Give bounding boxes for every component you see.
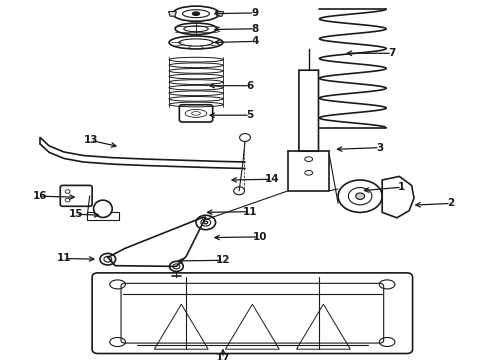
Text: 11: 11 bbox=[56, 253, 71, 264]
Text: 14: 14 bbox=[265, 174, 279, 184]
Text: 3: 3 bbox=[376, 143, 383, 153]
Text: 7: 7 bbox=[388, 48, 396, 58]
Text: 9: 9 bbox=[251, 8, 258, 18]
Text: 1: 1 bbox=[398, 182, 405, 192]
Text: 17: 17 bbox=[216, 353, 230, 360]
Text: 15: 15 bbox=[69, 209, 83, 219]
Ellipse shape bbox=[204, 221, 208, 224]
Text: 11: 11 bbox=[243, 207, 257, 217]
Text: 2: 2 bbox=[447, 198, 454, 208]
Ellipse shape bbox=[356, 193, 365, 199]
Text: 8: 8 bbox=[251, 24, 258, 34]
Text: 4: 4 bbox=[251, 36, 259, 46]
Text: 12: 12 bbox=[216, 255, 230, 265]
Text: 5: 5 bbox=[246, 110, 253, 120]
Ellipse shape bbox=[192, 12, 200, 15]
Text: 6: 6 bbox=[246, 81, 253, 91]
Polygon shape bbox=[216, 12, 223, 16]
Text: 16: 16 bbox=[33, 191, 48, 201]
Text: 13: 13 bbox=[83, 135, 98, 145]
Polygon shape bbox=[169, 12, 176, 16]
Text: 10: 10 bbox=[252, 232, 267, 242]
